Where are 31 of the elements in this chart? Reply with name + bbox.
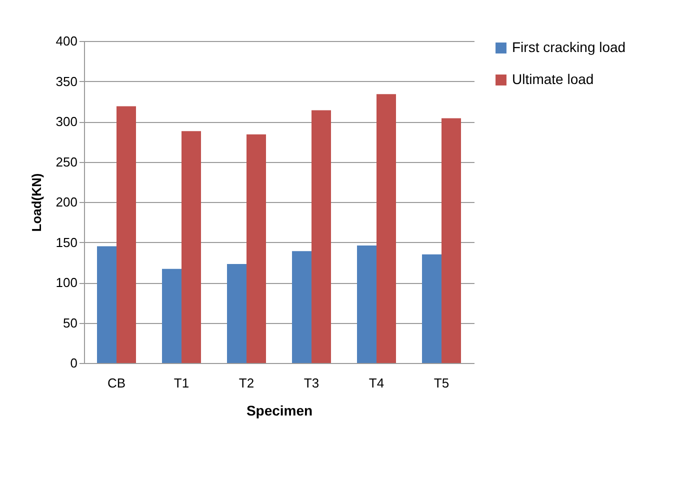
x-tick-label: T2 — [238, 376, 254, 390]
y-tick-label: 300 — [56, 114, 78, 129]
bar — [116, 106, 136, 363]
legend-label: Ultimate load — [512, 71, 594, 87]
x-axis-title: Specimen — [246, 402, 313, 418]
y-tick-label: 200 — [56, 194, 78, 210]
y-tick-label: 150 — [56, 234, 78, 250]
y-tick-label: 100 — [56, 275, 78, 290]
bar — [162, 268, 182, 363]
y-axis-title: Load(KN) — [28, 173, 44, 232]
bar — [97, 246, 116, 363]
bar — [376, 94, 396, 363]
y-tick-label: 50 — [63, 315, 78, 330]
x-tick-label: CB — [107, 376, 126, 390]
x-tick-label: T4 — [368, 376, 384, 390]
y-tick-label: 400 — [56, 34, 78, 48]
y-tick-label: 250 — [56, 154, 78, 170]
bar — [227, 264, 246, 363]
bar — [357, 245, 376, 363]
y-tick-label: 350 — [56, 74, 78, 89]
bar — [182, 131, 201, 363]
bar — [422, 254, 442, 363]
bar — [312, 110, 331, 363]
x-tick-label: T1 — [174, 376, 190, 390]
x-tick-label: T5 — [434, 376, 450, 390]
bar — [442, 118, 461, 363]
bar — [292, 251, 312, 363]
legend-label: First cracking load — [512, 39, 626, 55]
bar — [246, 134, 266, 363]
y-tick-label: 0 — [70, 356, 78, 370]
x-tick-label: T3 — [304, 376, 320, 390]
